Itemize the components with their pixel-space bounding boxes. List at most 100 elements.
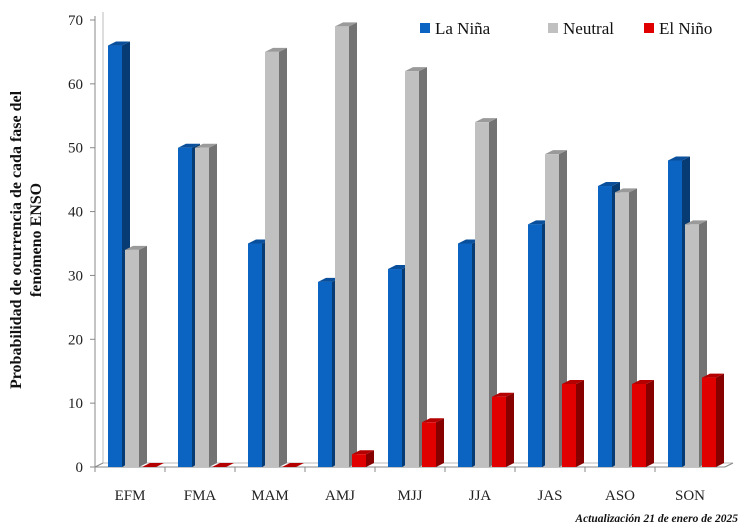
legend-item: La Niña [420, 19, 491, 38]
bar [352, 450, 374, 467]
bar-front [108, 45, 122, 468]
bar [702, 373, 724, 467]
bar-side [349, 22, 357, 468]
bar-top [458, 239, 480, 244]
bar-side [716, 373, 724, 467]
x-tick-label: AMJ [325, 488, 355, 504]
x-tick-label: ASO [605, 488, 635, 504]
bar-side [139, 245, 147, 467]
bar-top [142, 463, 164, 467]
x-tick-label: JAS [537, 488, 562, 504]
bar [195, 143, 217, 467]
bar-top [492, 392, 514, 397]
bar-front [195, 147, 209, 467]
bar-front [248, 243, 262, 467]
bar [545, 150, 567, 467]
legend-label: El Niño [659, 19, 712, 38]
y-axis-label-line1: Probabilidad de ocurrencia de cada fase … [8, 90, 25, 389]
bar-front [562, 383, 576, 467]
legend-label: La Niña [435, 19, 491, 38]
bar-top [475, 118, 497, 123]
bar-front [632, 383, 646, 467]
bar-side [209, 143, 217, 467]
bar-front [388, 269, 402, 467]
floor-right-edge [724, 462, 734, 468]
bar-top [615, 188, 637, 193]
bar-top [562, 379, 584, 384]
y-tick-label: 30 [68, 268, 83, 284]
x-tick-label: SON [675, 488, 705, 504]
bar-front [685, 224, 699, 467]
y-tick-label: 20 [68, 332, 83, 348]
bar-top [248, 239, 270, 244]
bar-side [436, 418, 444, 467]
bar-front [458, 243, 472, 467]
bars [108, 22, 724, 468]
update-annotation: Actualización 21 de enero de 2025 [574, 513, 738, 525]
legend-item: El Niño [644, 19, 712, 38]
bar [282, 463, 304, 467]
bar-top [702, 373, 724, 378]
y-axis-label-line2: fenómeno ENSO [28, 183, 45, 297]
bar-front [598, 186, 612, 467]
bar [492, 392, 514, 467]
bar-top [335, 22, 357, 27]
y-tick-label: 10 [68, 396, 83, 412]
bar-top [108, 41, 130, 46]
bar [212, 463, 234, 467]
bar-top [212, 463, 234, 467]
axes: 0 10 20 30 40 50 60 70 EFM FMA MAM AMJ MJJ JJA JAS ASO S… [68, 12, 734, 504]
bar-front [492, 396, 506, 467]
bar-front [335, 26, 349, 468]
bar-front [528, 224, 542, 467]
bar-side [419, 67, 427, 467]
y-tick-label: 50 [68, 141, 83, 157]
bar-front [475, 122, 489, 468]
y-tick-label: 60 [68, 77, 83, 93]
bar-front [422, 422, 436, 467]
bar-front [405, 71, 419, 467]
legend-swatch [644, 23, 654, 33]
bar-side [646, 379, 654, 467]
x-tick-label: JJA [469, 488, 492, 504]
x-tick-label: EFM [115, 488, 146, 504]
bar-top [668, 156, 690, 161]
bar-top [318, 277, 340, 282]
bar-front [265, 51, 279, 468]
bar-front [178, 147, 192, 467]
bar [422, 418, 444, 467]
bar [265, 47, 287, 468]
bar-front [702, 377, 716, 467]
legend-item: Neutral [548, 19, 614, 38]
bar-top [422, 418, 444, 423]
bar [335, 22, 357, 468]
y-tick-label: 70 [68, 13, 83, 29]
y-tick-label: 40 [68, 205, 83, 221]
bar-top [178, 143, 200, 148]
legend-label: Neutral [563, 19, 614, 38]
bar [125, 245, 147, 467]
bar-front [318, 281, 332, 467]
bar-top [545, 150, 567, 155]
bar [632, 379, 654, 467]
bar-front [352, 454, 366, 467]
bar-front [545, 154, 559, 467]
legend: La Niña Neutral El Niño [420, 19, 712, 38]
x-tick-label: MAM [251, 488, 289, 504]
bar-top [685, 220, 707, 225]
bar-side [366, 450, 374, 467]
labels: Probabilidad de ocurrencia de cada fase … [8, 90, 738, 525]
floor-left-edge [94, 462, 104, 468]
bar-top [405, 67, 427, 72]
bar-top [195, 143, 217, 148]
bar [142, 463, 164, 467]
bar-top [598, 182, 620, 187]
bar-side [489, 118, 497, 468]
bar-front [615, 192, 629, 467]
bar-top [282, 463, 304, 467]
x-tick-label: MJJ [397, 488, 422, 504]
bar-top [352, 450, 374, 455]
legend-swatch [548, 23, 558, 33]
